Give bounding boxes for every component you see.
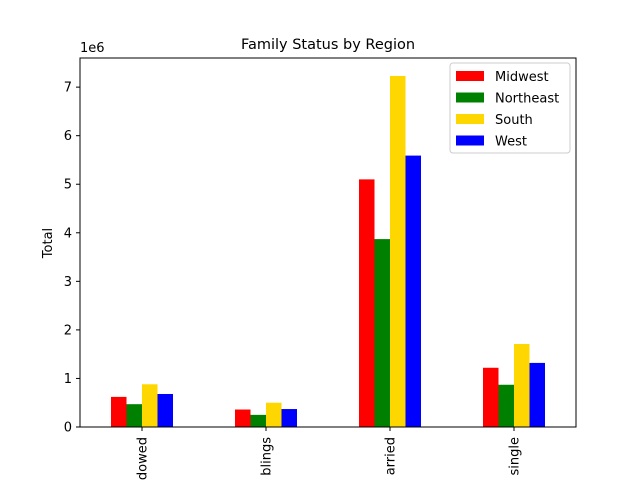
plot-frame [79,57,577,428]
x-tick-label: dowed [136,437,151,480]
legend-swatch-midwest [456,71,484,81]
bar-northeast-3 [498,384,514,427]
legend-box [449,62,571,154]
x-tick-label: single [508,437,523,476]
bar-west-2 [405,155,421,427]
bar-northeast-1 [250,414,266,427]
bar-midwest-0 [111,396,127,427]
x-tick-label: arried [384,437,399,475]
x-axis-ticks: dowed blings arried single [136,427,523,480]
bars-layer [111,75,545,428]
bar-south-2 [390,75,406,428]
y-scale-label: 1e6 [80,41,105,56]
legend-label-west: West [495,135,527,150]
y-tick-label: 4 [64,226,72,241]
y-tick-label: 6 [64,129,72,144]
bar-south-1 [266,402,282,427]
y-tick-label: 1 [64,372,72,387]
legend-swatch-northeast [456,92,484,103]
bar-south-0 [142,384,158,427]
bar-south-3 [514,343,530,427]
bar-west-1 [281,409,297,427]
bar-midwest-1 [235,409,251,427]
y-axis-label: Total [41,228,56,259]
bar-west-0 [157,393,173,427]
y-tick-label: 2 [64,323,72,338]
legend: Midwest Northeast South West [449,62,571,154]
bar-midwest-2 [359,179,375,427]
legend-label-midwest: Midwest [495,70,549,85]
legend-swatch-south [456,114,484,124]
y-tick-label: 3 [64,275,72,290]
y-tick-label: 5 [64,178,72,193]
x-tick-label: blings [260,437,275,476]
bar-midwest-3 [483,367,499,427]
legend-label-south: South [495,113,533,128]
y-tick-label: 0 [64,421,72,436]
chart-title: Family Status by Region [241,37,415,53]
y-axis-ticks: 0 1 2 3 4 5 6 7 [64,81,80,436]
bar-northeast-2 [374,239,390,427]
y-tick-label: 7 [64,81,72,96]
bar-west-3 [529,362,545,427]
legend-label-northeast: Northeast [495,92,559,107]
legend-swatch-west [456,135,484,146]
bar-northeast-0 [126,404,142,427]
